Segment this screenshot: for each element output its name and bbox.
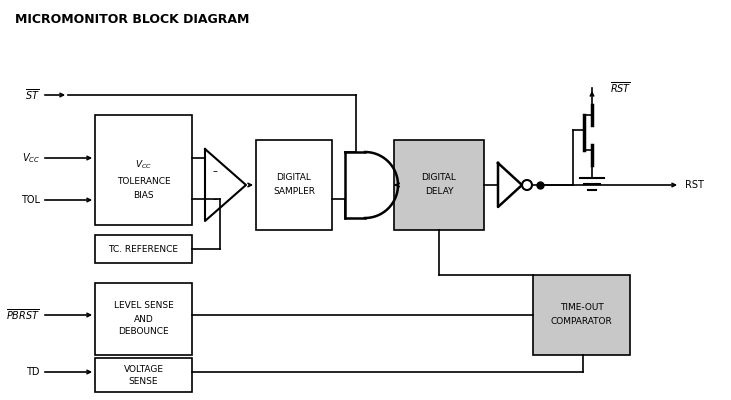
Text: TD: TD: [26, 367, 40, 377]
Text: –: –: [213, 166, 217, 176]
Text: RST: RST: [685, 180, 704, 190]
Text: TOL: TOL: [21, 195, 40, 205]
Bar: [533, 275, 630, 355]
Text: TOLERANCE: TOLERANCE: [117, 178, 170, 186]
Bar: [256, 140, 332, 230]
Text: COMPARATOR: COMPARATOR: [550, 316, 613, 326]
Text: DIGITAL: DIGITAL: [276, 174, 311, 182]
Text: –: –: [213, 194, 217, 204]
Text: AND: AND: [134, 314, 154, 324]
Text: DEBOUNCE: DEBOUNCE: [118, 328, 169, 336]
Text: MICROMONITOR BLOCK DIAGRAM: MICROMONITOR BLOCK DIAGRAM: [15, 13, 249, 26]
Text: LEVEL SENSE: LEVEL SENSE: [113, 302, 173, 310]
Bar: [95, 358, 192, 392]
Bar: [95, 235, 192, 263]
Text: DIGITAL: DIGITAL: [422, 174, 456, 182]
Bar: [95, 283, 192, 355]
Text: SENSE: SENSE: [129, 378, 158, 386]
Text: BIAS: BIAS: [133, 192, 154, 200]
Bar: [394, 140, 484, 230]
Text: SAMPLER: SAMPLER: [273, 186, 315, 196]
Text: DELAY: DELAY: [425, 186, 453, 196]
Text: VOLTAGE: VOLTAGE: [124, 366, 164, 374]
Text: TIME-OUT: TIME-OUT: [560, 304, 603, 312]
Text: TC. REFERENCE: TC. REFERENCE: [108, 244, 178, 254]
Bar: [95, 115, 192, 225]
Text: $\overline{RST}$: $\overline{RST}$: [610, 80, 632, 96]
Text: $V_{CC}$: $V_{CC}$: [135, 159, 152, 171]
Text: $\overline{PBRST}$: $\overline{PBRST}$: [6, 308, 40, 322]
Text: $V_{CC}$: $V_{CC}$: [22, 151, 40, 165]
Text: $\overline{ST}$: $\overline{ST}$: [25, 88, 40, 102]
